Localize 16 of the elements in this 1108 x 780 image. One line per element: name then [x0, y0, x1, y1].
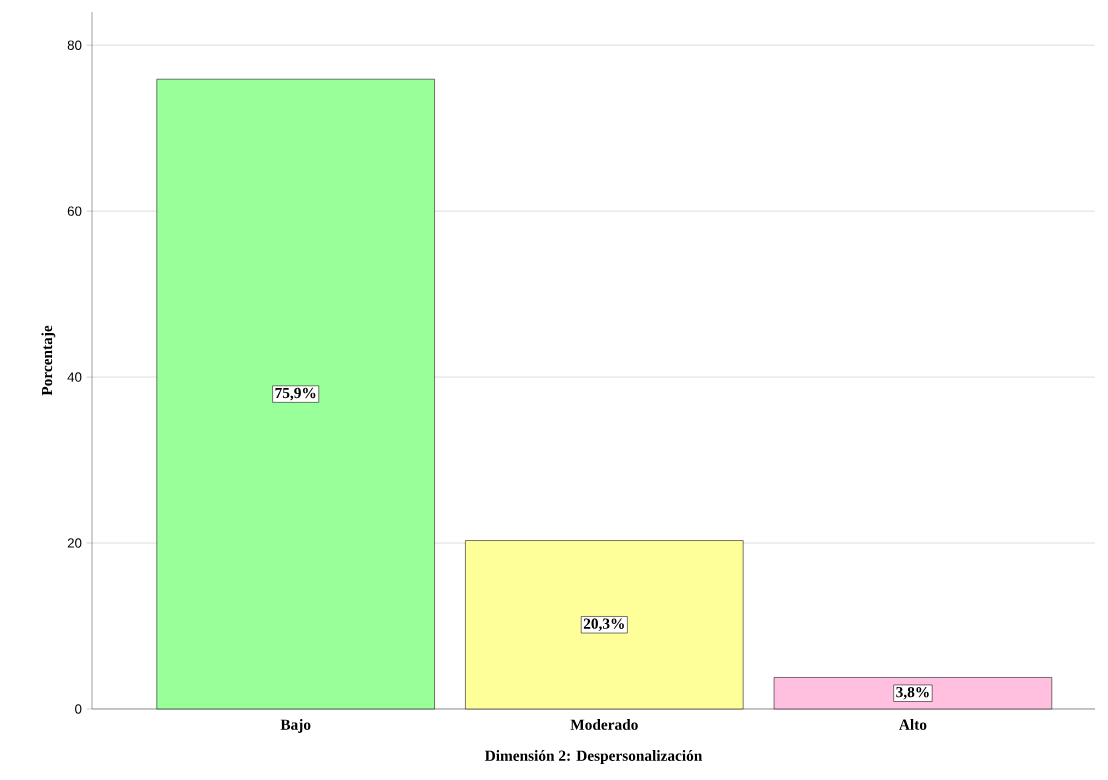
y-tick-label: 40 [67, 372, 82, 382]
x-tick-label: Alto [899, 719, 927, 730]
x-tick-label: Bajo [280, 719, 311, 733]
data-label: 75,9% [275, 387, 316, 401]
data-label: 20,3% [583, 618, 624, 632]
y-tick-label: 0 [75, 704, 82, 714]
x-tick-label: Moderado [570, 719, 638, 730]
x-axis-title: Dimensión 2: Despersonalización [484, 750, 703, 764]
y-tick-label: 60 [67, 206, 82, 216]
bar [465, 540, 744, 710]
data-label: 3,8% [896, 686, 929, 700]
bar [156, 78, 435, 710]
y-tick-label: 20 [67, 538, 82, 548]
y-tick-label: 80 [67, 40, 82, 50]
y-axis-title: Porcentaje [41, 325, 56, 396]
bar [773, 677, 1053, 710]
